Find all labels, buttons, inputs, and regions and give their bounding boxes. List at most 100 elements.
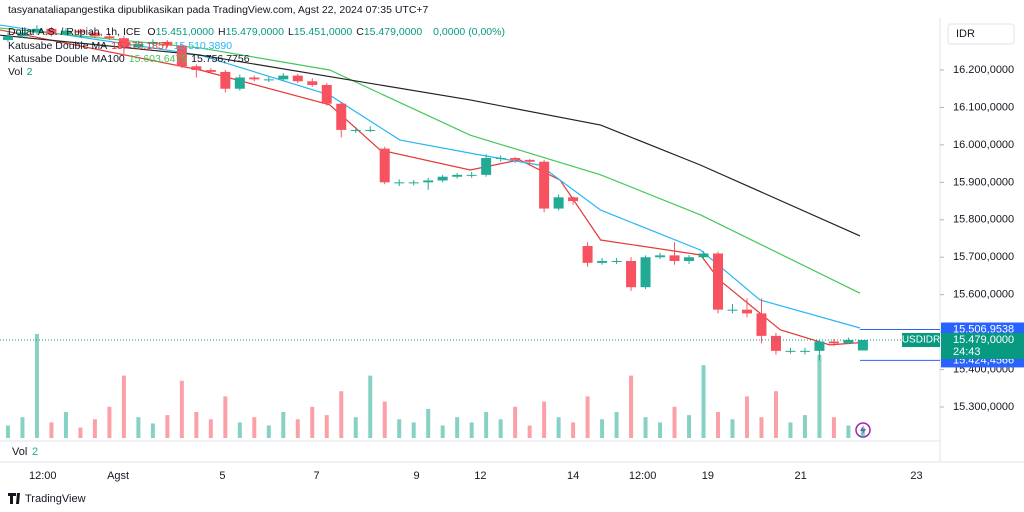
candle-body: [770, 335, 781, 351]
bottom-pane-value: 2: [32, 446, 38, 458]
volume-bar: [368, 375, 373, 438]
price-tick-label: 15.900,0000: [953, 176, 1014, 188]
moving-average: [0, 27, 861, 294]
candle-body: [741, 309, 752, 314]
candle-body: [553, 197, 564, 209]
time-tick-label: 12: [474, 470, 486, 482]
logo-icon: [8, 493, 20, 504]
time-tick-label: 21: [794, 470, 806, 482]
candle-body: [843, 339, 854, 344]
candle-body: [263, 79, 274, 81]
volume-bar: [802, 415, 807, 438]
indicator-name[interactable]: Katusabe Double MA100: [8, 53, 125, 65]
candle-body: [249, 77, 260, 80]
candle-body: [698, 253, 709, 258]
candle-body: [495, 158, 506, 160]
candle-body: [655, 255, 666, 258]
volume-bar: [34, 334, 39, 438]
last-price-label: 15.479,0000: [953, 334, 1014, 346]
volume-bar: [860, 427, 865, 438]
candle-body: [379, 148, 390, 183]
volume-bar: [295, 419, 300, 438]
volume-bar: [237, 422, 242, 438]
time-tick-label: 23: [910, 470, 922, 482]
candle-body: [828, 341, 839, 344]
volume-bar: [643, 417, 648, 438]
candle-body: [234, 77, 245, 89]
volume-bar: [92, 419, 97, 438]
volume-bar: [527, 425, 532, 438]
volume-bar: [324, 415, 329, 438]
volume-bar: [701, 365, 706, 438]
volume-bar: [629, 375, 634, 438]
volume-bar: [353, 417, 358, 438]
candle-body: [321, 84, 332, 104]
indicator-1: Katusabe Double MA100 15.603,6475 15.756,7…: [8, 53, 254, 65]
price-tick-label: 15.800,0000: [953, 214, 1014, 226]
volume-bar: [658, 422, 663, 438]
candle-body: [350, 129, 361, 131]
volume-bar: [339, 391, 344, 438]
candle-body: [278, 75, 289, 80]
candle-body: [756, 313, 767, 336]
candle-body: [669, 255, 680, 261]
candle-body: [408, 182, 419, 184]
candle-body: [640, 257, 651, 288]
price-tick-label: 15.300,0000: [953, 401, 1014, 413]
ohlc-value: 15.479,0000: [225, 26, 284, 38]
symbol[interactable]: Dollar A.S. / Rupiah, 1h, ICE: [8, 26, 141, 38]
candle-body: [147, 41, 158, 44]
candle-body: [220, 71, 231, 89]
candle-body: [336, 103, 347, 130]
candle-body: [75, 30, 86, 33]
symbol-label: USDIDR: [902, 335, 940, 346]
volume-legend: Vol 2: [8, 66, 36, 78]
volume-bar: [846, 425, 851, 438]
volume-bar: [194, 412, 199, 438]
indicator-name[interactable]: Katusabe Double MA: [8, 40, 108, 52]
candle-body: [162, 41, 173, 46]
indicator-value: 15.603,6475: [128, 53, 188, 65]
candle-body: [133, 43, 144, 48]
currency-box[interactable]: [947, 23, 1015, 45]
volume-bar: [469, 422, 474, 438]
price-tick-label: 15.700,0000: [953, 251, 1014, 263]
volume-bar: [136, 417, 141, 438]
candle-body: [394, 182, 405, 184]
volume-name[interactable]: Vol: [8, 66, 23, 78]
volume-bar: [614, 412, 619, 438]
time-tick-label: 19: [702, 470, 714, 482]
price-tick-label: 16.200,0000: [953, 64, 1014, 76]
publisher: tasyanataliapangestika dipublikasikan pa…: [8, 4, 429, 16]
ohlc-key: H: [217, 26, 226, 38]
candle-body: [60, 30, 71, 35]
volume-bar: [411, 422, 416, 438]
volume-bar: [817, 354, 822, 438]
indicator-value: 15.472,1857: [111, 40, 170, 52]
volume-bar: [63, 412, 68, 438]
volume-bar: [252, 417, 257, 438]
volume-bar: [831, 417, 836, 438]
volume-bar: [744, 396, 749, 438]
volume-bar: [730, 419, 735, 438]
time-tick-label: Agst: [107, 470, 129, 482]
volume-bar: [78, 427, 83, 438]
volume-bar: [165, 415, 170, 438]
candle-body: [785, 350, 796, 352]
branding: TradingView: [25, 493, 86, 505]
candle-body: [466, 174, 477, 176]
candle-body: [176, 45, 187, 67]
symbol-box: [902, 332, 940, 347]
currency[interactable]: IDR: [956, 28, 975, 40]
candle-body: [118, 38, 129, 48]
time-tick-label: 12:00: [629, 470, 657, 482]
volume-bar: [571, 422, 576, 438]
indicator-0: Katusabe Double MA 15.472,1857 15.510,3890: [8, 40, 236, 52]
volume-bar: [426, 408, 431, 438]
volume-bar: [121, 375, 126, 438]
candle-body: [191, 66, 202, 71]
volume-bar: [542, 401, 547, 438]
ohlc-key: L: [287, 26, 294, 38]
ohlc-value: 15.479,0000: [363, 26, 423, 38]
